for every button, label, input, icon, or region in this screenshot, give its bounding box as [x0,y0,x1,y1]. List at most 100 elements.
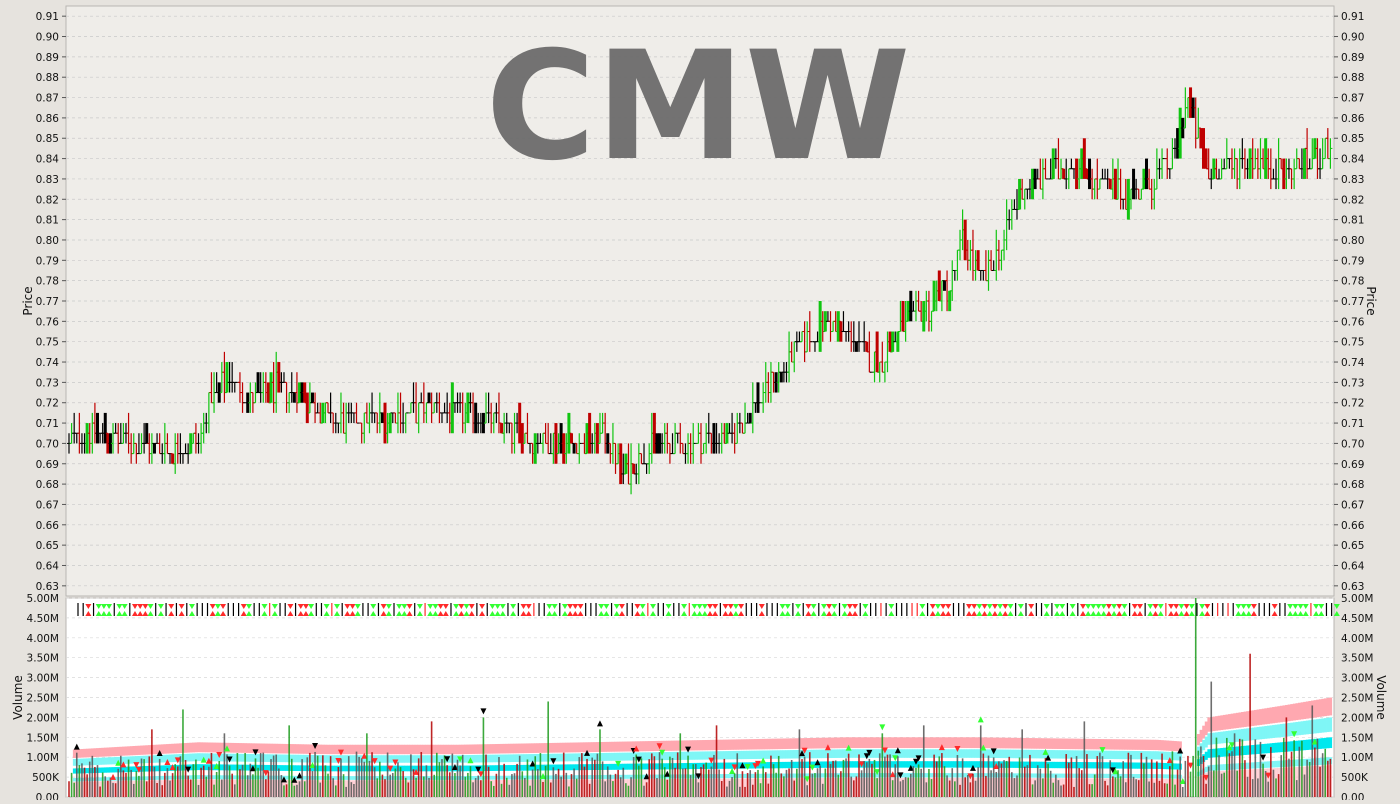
volume-band-cell [793,762,796,768]
volume-bar [462,755,464,797]
volume-band-cell [1158,763,1161,769]
volume-bar [617,770,619,797]
volume-band-cell [1254,727,1257,740]
volume-band-cell [1272,743,1275,753]
volume-band-cell [878,737,881,748]
volume-band-cell [842,737,845,748]
volume-bar [374,767,376,797]
volume-band-cell [575,764,578,770]
volume-band-cell [1163,774,1166,778]
volume-bar [845,758,847,797]
volume-band-cell [837,737,840,748]
volume-band-cell [860,737,863,748]
volume-bar [1122,761,1124,797]
volume-band-cell [581,742,584,752]
volume-bar [641,758,643,797]
volume-band-cell [666,741,669,751]
volume-band-cell [764,750,767,758]
volume-band-cell [710,740,713,750]
volume-bar [1081,770,1083,797]
volume-band-cell [972,737,975,748]
volume-band-cell [114,767,117,772]
volume-band-cell [511,754,514,762]
volume-band-cell [1029,738,1032,749]
price-tick-label-right: 0.86 [1341,113,1365,125]
volume-bar [260,753,262,797]
volume-band-cell [671,741,674,751]
volume-band-cell [1062,762,1065,768]
volume-bar [975,781,977,797]
volume-bar [1055,775,1057,797]
volume-bar [563,753,565,797]
volume-band-cell [863,737,866,748]
volume-band-cell [648,741,651,751]
volume-band-cell [619,753,622,761]
volume-band-cell [143,745,146,754]
price-tick-label-right: 0.69 [1341,459,1364,471]
volume-bar [685,768,687,797]
volume-band-cell [783,738,786,749]
volume-bar [493,786,495,797]
volume-band-cell [1223,731,1226,743]
volume-band-cell [966,749,969,758]
volume-band-cell [490,776,493,780]
volume-band-cell [1158,740,1161,750]
volume-band-cell [764,739,767,749]
volume-bar [511,774,513,797]
watermark-text: CMW [486,20,911,194]
volume-band-cell [265,765,268,771]
volume-bar [1231,751,1233,797]
volume-band-cell [1106,774,1109,778]
volume-bar [1309,762,1311,797]
volume-band-cell [757,739,760,749]
volume-bar [793,781,795,797]
volume-band-cell [381,755,384,763]
volume-bar [1094,774,1096,797]
volume-band-cell [464,745,467,754]
volume-bar [1040,769,1042,797]
volume-band-cell [987,737,990,748]
volume-band-cell [821,738,824,749]
volume-band-cell [889,737,892,748]
volume-band-cell [990,761,993,767]
volume-band-cell [1270,725,1273,738]
volume-bar [951,768,953,797]
volume-bar [459,765,461,797]
volume-band-cell [928,761,931,767]
volume-band-cell [868,737,871,748]
volume-band-cell [1215,716,1218,731]
volume-band-cell [107,777,110,781]
volume-band-cell [187,754,190,762]
volume-band-cell [720,774,723,778]
volume-bar [187,776,189,797]
volume-band-cell [705,740,708,750]
volume-band-cell [381,745,384,754]
volume-bar [216,772,218,797]
price-tick-label-right: 0.75 [1341,337,1364,349]
volume-band-cell [524,765,527,771]
price-tick-label-left: 0.70 [36,438,59,450]
volume-band-cell [1308,701,1311,718]
volume-bar [1288,759,1290,797]
volume-band-cell [164,755,167,763]
volume-bar [972,774,974,797]
volume-band-cell [221,775,224,779]
volume-bar [713,755,715,797]
volume-band-cell [1290,741,1293,751]
volume-band-cell [505,765,508,771]
volume-band-cell [99,758,102,765]
volume-bar [698,782,700,797]
volume-band-cell [1153,774,1156,778]
volume-bar [599,729,601,797]
volume-band-cell [1132,739,1135,749]
volume-band-cell [884,737,887,748]
volume-bar [765,772,767,797]
volume-band-cell [609,742,612,752]
volume-band-cell [876,761,879,767]
volume-bar [1192,756,1194,797]
volume-band-cell [871,737,874,748]
volume-band-cell [920,737,923,748]
volume-band-cell [1241,729,1244,741]
volume-bar [742,771,744,797]
volume-band-cell [94,748,97,757]
